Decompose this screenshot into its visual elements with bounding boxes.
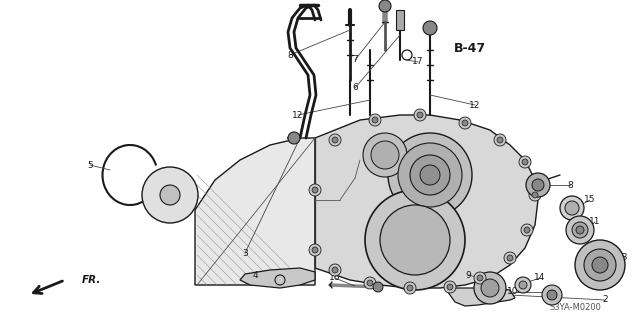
Text: 13: 13 (617, 254, 628, 263)
Polygon shape (240, 268, 315, 288)
Circle shape (388, 133, 472, 217)
Circle shape (380, 205, 450, 275)
Circle shape (372, 117, 378, 123)
Polygon shape (315, 115, 538, 288)
Circle shape (309, 184, 321, 196)
Text: 12: 12 (469, 100, 481, 109)
Circle shape (312, 187, 318, 193)
Text: 17: 17 (412, 57, 424, 66)
Circle shape (576, 226, 584, 234)
Circle shape (519, 281, 527, 289)
Circle shape (379, 0, 391, 12)
Circle shape (542, 285, 562, 305)
Circle shape (584, 249, 616, 281)
Text: 10: 10 (508, 287, 519, 296)
Polygon shape (195, 138, 315, 285)
Circle shape (524, 227, 530, 233)
Circle shape (572, 222, 588, 238)
Polygon shape (445, 288, 515, 306)
Circle shape (532, 179, 544, 191)
Circle shape (373, 282, 383, 292)
Circle shape (459, 117, 471, 129)
Circle shape (417, 112, 423, 118)
Circle shape (462, 120, 468, 126)
Circle shape (481, 279, 499, 297)
Circle shape (592, 257, 608, 273)
Circle shape (532, 192, 538, 198)
Circle shape (420, 165, 440, 185)
Circle shape (332, 267, 338, 273)
Text: 8: 8 (567, 181, 573, 189)
Circle shape (494, 134, 506, 146)
Text: 1: 1 (145, 194, 151, 203)
Circle shape (371, 141, 399, 169)
Circle shape (329, 134, 341, 146)
Circle shape (547, 290, 557, 300)
Circle shape (309, 244, 321, 256)
Circle shape (312, 247, 318, 253)
Text: 5: 5 (87, 160, 93, 169)
Circle shape (142, 167, 198, 223)
Circle shape (519, 156, 531, 168)
Circle shape (423, 21, 437, 35)
Circle shape (329, 264, 341, 276)
Circle shape (160, 185, 180, 205)
Text: 8: 8 (287, 50, 293, 60)
Text: 7: 7 (352, 56, 358, 64)
Circle shape (515, 277, 531, 293)
Circle shape (414, 109, 426, 121)
Text: 2: 2 (602, 295, 608, 305)
Text: 4: 4 (252, 271, 258, 279)
Circle shape (474, 272, 486, 284)
Circle shape (526, 173, 550, 197)
Circle shape (410, 155, 450, 195)
Text: FR.: FR. (82, 275, 101, 285)
Circle shape (560, 196, 584, 220)
Circle shape (497, 137, 503, 143)
Circle shape (332, 137, 338, 143)
Text: 11: 11 (589, 218, 601, 226)
Text: 3: 3 (242, 249, 248, 257)
Circle shape (566, 216, 594, 244)
Circle shape (367, 280, 373, 286)
Circle shape (447, 284, 453, 290)
Circle shape (365, 190, 465, 290)
Text: 12: 12 (292, 110, 304, 120)
Circle shape (364, 277, 376, 289)
FancyBboxPatch shape (396, 10, 404, 30)
Text: 14: 14 (534, 273, 546, 283)
Text: 6: 6 (352, 84, 358, 93)
Circle shape (521, 224, 533, 236)
Circle shape (477, 275, 483, 281)
Circle shape (404, 282, 416, 294)
Circle shape (522, 159, 528, 165)
Circle shape (504, 252, 516, 264)
Text: 9: 9 (465, 271, 471, 279)
Circle shape (369, 114, 381, 126)
Circle shape (407, 285, 413, 291)
Text: 16: 16 (329, 273, 340, 283)
Text: B-47: B-47 (454, 41, 486, 55)
Circle shape (398, 143, 462, 207)
Circle shape (363, 133, 407, 177)
Circle shape (575, 240, 625, 290)
Circle shape (507, 255, 513, 261)
Circle shape (288, 132, 300, 144)
Text: 15: 15 (584, 196, 596, 204)
Text: S3YA-M0200: S3YA-M0200 (549, 302, 601, 311)
Circle shape (474, 272, 506, 304)
Circle shape (529, 189, 541, 201)
Circle shape (444, 281, 456, 293)
Circle shape (565, 201, 579, 215)
